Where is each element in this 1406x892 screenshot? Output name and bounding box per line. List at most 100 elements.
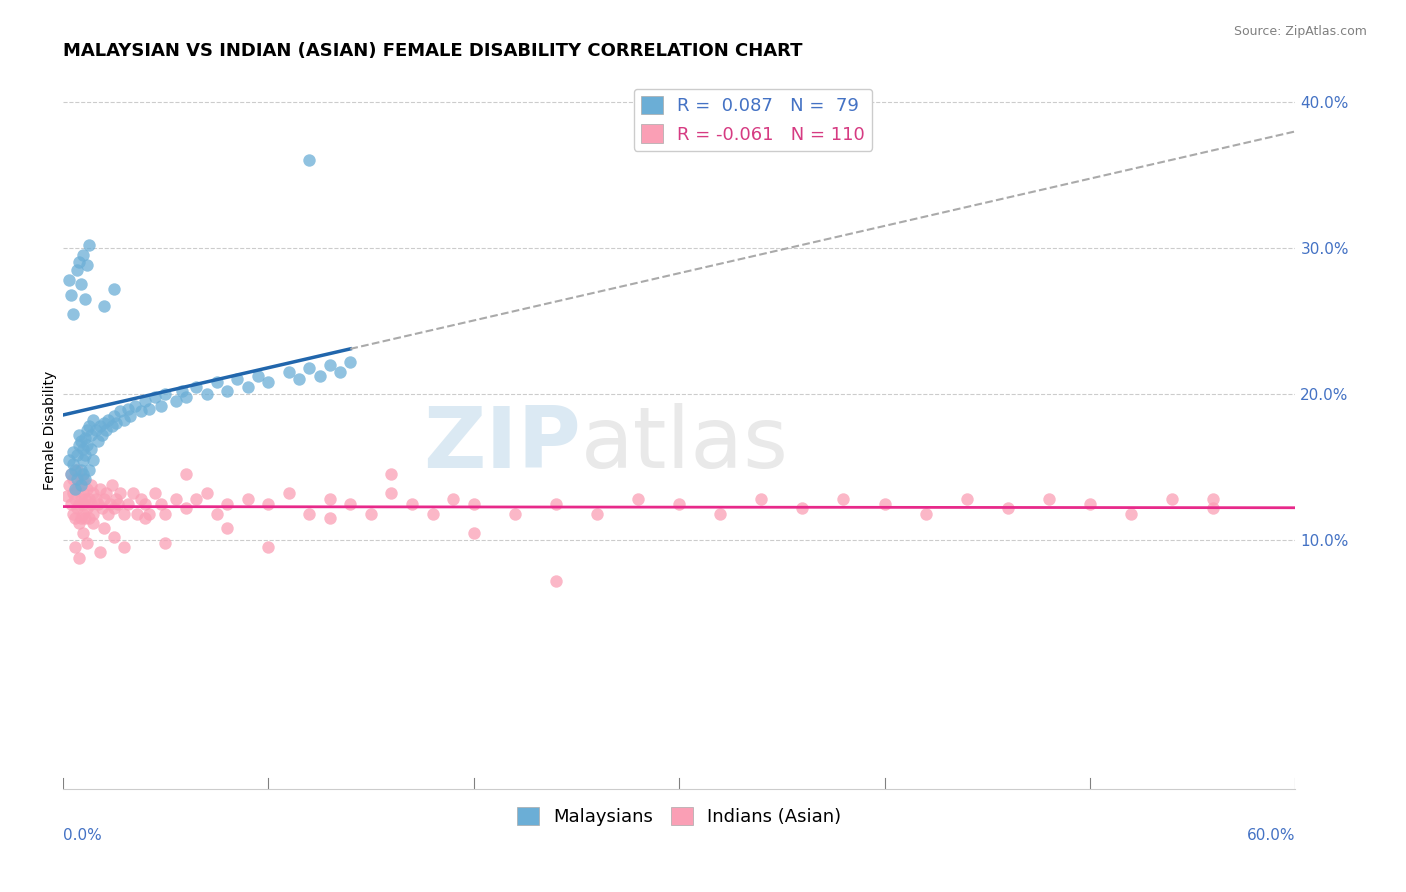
Point bbox=[1161, 492, 1184, 507]
Point bbox=[360, 507, 382, 521]
Point bbox=[63, 463, 86, 477]
Point bbox=[58, 452, 80, 467]
Point bbox=[66, 500, 89, 515]
Point bbox=[101, 477, 124, 491]
Point bbox=[257, 541, 280, 555]
Point bbox=[82, 486, 104, 500]
Point bbox=[90, 428, 112, 442]
Point bbox=[174, 390, 197, 404]
Point bbox=[84, 492, 107, 507]
Point bbox=[117, 401, 139, 416]
Point bbox=[93, 299, 115, 313]
Point bbox=[107, 497, 129, 511]
Point bbox=[80, 428, 103, 442]
Point bbox=[298, 360, 321, 375]
Point bbox=[257, 497, 280, 511]
Point bbox=[59, 497, 82, 511]
Point bbox=[544, 497, 567, 511]
Point bbox=[72, 452, 94, 467]
Point bbox=[90, 500, 112, 515]
Point bbox=[441, 492, 464, 507]
Point bbox=[170, 384, 193, 398]
Point bbox=[76, 424, 98, 438]
Point bbox=[94, 486, 117, 500]
Point bbox=[544, 574, 567, 588]
Point bbox=[62, 445, 84, 459]
Point bbox=[86, 497, 108, 511]
Point bbox=[174, 467, 197, 482]
Point bbox=[59, 467, 82, 482]
Point bbox=[58, 273, 80, 287]
Point bbox=[125, 507, 148, 521]
Text: MALAYSIAN VS INDIAN (ASIAN) FEMALE DISABILITY CORRELATION CHART: MALAYSIAN VS INDIAN (ASIAN) FEMALE DISAB… bbox=[63, 42, 803, 60]
Point bbox=[105, 416, 128, 430]
Point bbox=[76, 258, 98, 272]
Point bbox=[97, 413, 120, 427]
Point bbox=[76, 438, 98, 452]
Point bbox=[72, 486, 94, 500]
Point bbox=[401, 497, 423, 511]
Point bbox=[63, 511, 86, 525]
Point bbox=[121, 486, 143, 500]
Point bbox=[72, 497, 94, 511]
Point bbox=[76, 536, 98, 550]
Point bbox=[155, 387, 177, 401]
Point bbox=[72, 467, 94, 482]
Point bbox=[339, 497, 361, 511]
Text: Source: ZipAtlas.com: Source: ZipAtlas.com bbox=[1233, 25, 1367, 38]
Point bbox=[503, 507, 526, 521]
Point bbox=[277, 486, 299, 500]
Point bbox=[80, 497, 103, 511]
Point bbox=[319, 358, 342, 372]
Point bbox=[75, 511, 97, 525]
Point bbox=[82, 516, 104, 530]
Point bbox=[668, 497, 690, 511]
Point bbox=[70, 472, 93, 486]
Point bbox=[70, 463, 93, 477]
Point bbox=[150, 497, 173, 511]
Point bbox=[165, 492, 187, 507]
Point bbox=[277, 365, 299, 379]
Point bbox=[380, 486, 402, 500]
Point bbox=[246, 369, 269, 384]
Point bbox=[112, 541, 135, 555]
Point bbox=[832, 492, 855, 507]
Point bbox=[298, 507, 321, 521]
Point bbox=[63, 492, 86, 507]
Point bbox=[627, 492, 650, 507]
Point bbox=[98, 497, 121, 511]
Point bbox=[463, 497, 485, 511]
Point bbox=[195, 387, 218, 401]
Point bbox=[873, 497, 896, 511]
Point bbox=[143, 486, 166, 500]
Point bbox=[112, 507, 135, 521]
Point bbox=[63, 482, 86, 496]
Point bbox=[89, 482, 111, 496]
Point bbox=[94, 424, 117, 438]
Point bbox=[79, 463, 101, 477]
Point bbox=[63, 541, 86, 555]
Point bbox=[70, 477, 93, 491]
Text: 0.0%: 0.0% bbox=[63, 828, 101, 843]
Point bbox=[72, 507, 94, 521]
Point bbox=[55, 489, 77, 503]
Point bbox=[62, 507, 84, 521]
Point bbox=[62, 457, 84, 471]
Point bbox=[67, 550, 90, 565]
Point bbox=[155, 507, 177, 521]
Point bbox=[101, 419, 124, 434]
Point bbox=[586, 507, 609, 521]
Point bbox=[150, 399, 173, 413]
Point bbox=[67, 477, 90, 491]
Point bbox=[93, 521, 115, 535]
Point bbox=[66, 463, 89, 477]
Point bbox=[59, 287, 82, 301]
Text: 60.0%: 60.0% bbox=[1247, 828, 1295, 843]
Point bbox=[1202, 492, 1225, 507]
Point bbox=[709, 507, 731, 521]
Point bbox=[75, 431, 97, 445]
Point bbox=[59, 467, 82, 482]
Point bbox=[72, 442, 94, 457]
Point bbox=[463, 525, 485, 540]
Point bbox=[82, 413, 104, 427]
